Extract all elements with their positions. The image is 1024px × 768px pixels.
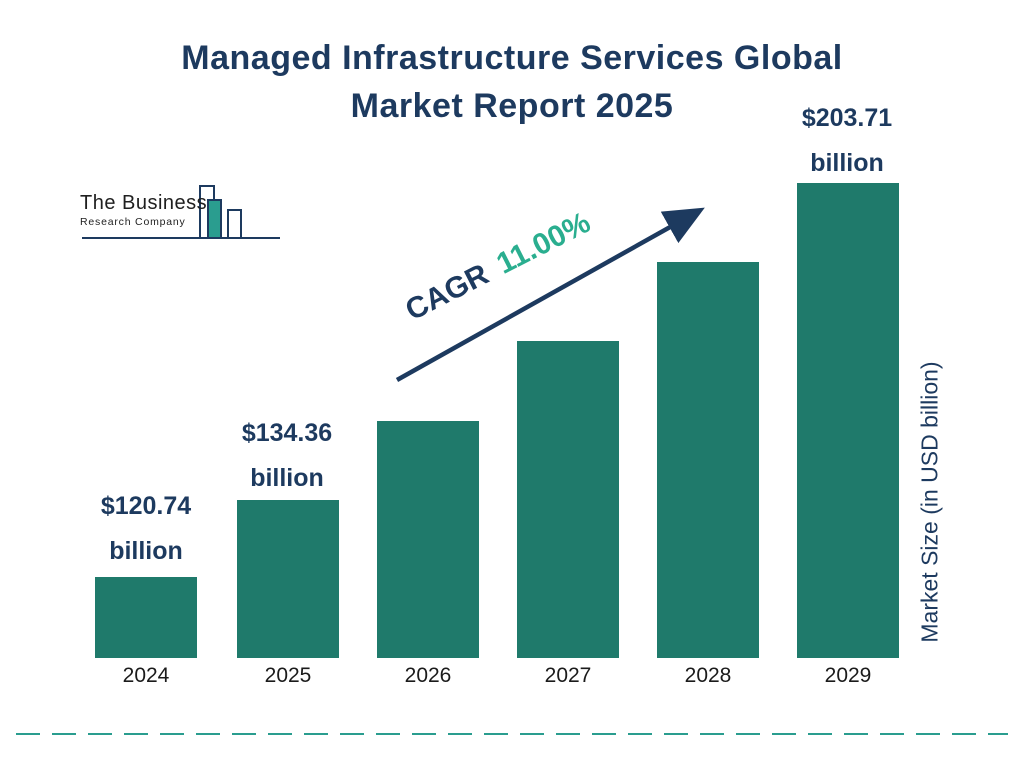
value-label-2024-amount: $120.74 — [100, 492, 192, 520]
bar-2026 — [377, 421, 479, 658]
company-logo: The Business Research Company — [72, 180, 282, 244]
x-label-2024: 2024 — [122, 664, 170, 687]
x-label-2027: 2027 — [544, 664, 592, 687]
bottom-dashed-divider — [16, 733, 1008, 735]
bar-2029 — [797, 183, 899, 658]
value-label-2029-unit: billion — [810, 149, 884, 177]
value-label-2025: $134.36 billion — [202, 411, 372, 501]
cagr-trend-arrow-icon — [395, 207, 705, 382]
value-label-2029-amount: $203.71 — [801, 104, 893, 132]
x-label-2026: 2026 — [404, 664, 452, 687]
x-label-2029: 2029 — [824, 664, 872, 687]
value-label-2024-unit: billion — [109, 537, 183, 565]
page-title-line1: Managed Infrastructure Services Global — [181, 39, 843, 77]
bar-2024 — [95, 577, 197, 658]
bar-chart-logo-icon — [82, 185, 280, 239]
x-label-2028: 2028 — [684, 664, 732, 687]
bar-2028 — [657, 262, 759, 658]
bar-2025 — [237, 500, 339, 658]
bar-2027 — [517, 341, 619, 658]
page-title-line2: Market Report 2025 — [350, 87, 674, 125]
value-label-2025-amount: $134.36 — [241, 419, 333, 447]
value-label-2024: $120.74 billion — [61, 484, 231, 574]
value-label-2029: $203.71 billion — [762, 96, 932, 186]
company-name: The Business — [80, 192, 208, 214]
page-title: Managed Infrastructure Services Global M… — [0, 34, 1024, 130]
company-logo-text: The Business Research Company — [80, 192, 207, 228]
company-subname: Research Company — [80, 216, 186, 228]
x-label-2025: 2025 — [264, 664, 312, 687]
value-label-2025-unit: billion — [250, 464, 324, 492]
y-axis-label: Market Size (in USD billion) — [916, 361, 943, 643]
